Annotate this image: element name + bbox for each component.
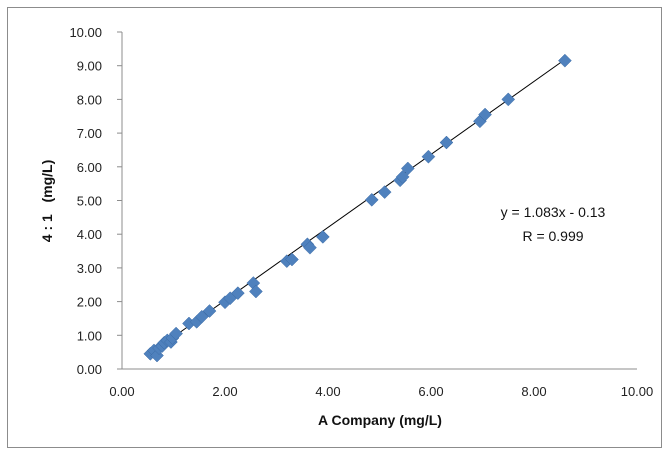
data-point xyxy=(421,149,436,164)
y-tick-label: 5.00 xyxy=(77,194,102,209)
y-tick-label: 6.00 xyxy=(77,160,102,175)
x-tick-label: 10.00 xyxy=(621,384,654,399)
x-ticks: 0.00 2.00 4.00 6.00 8.00 10.00 xyxy=(109,384,653,399)
axes: 0.00 2.00 4.00 6.00 8.00 10.00 0.00 1.00 2.00 3.… xyxy=(69,25,653,399)
data-point xyxy=(169,326,183,341)
y-tick-label: 2.00 xyxy=(77,295,102,310)
data-point xyxy=(231,286,245,301)
y-tick-label: 8.00 xyxy=(77,92,102,107)
y-axis-title: 4 : 1 (mg/L) xyxy=(39,160,55,242)
x-tick-label: 8.00 xyxy=(521,384,546,399)
data-point xyxy=(400,161,415,176)
x-tick-label: 4.00 xyxy=(315,384,340,399)
y-tick-label: 7.00 xyxy=(77,126,102,141)
y-tick-label: 1.00 xyxy=(77,328,102,343)
y-tick-label: 10.00 xyxy=(69,25,102,40)
y-tick-label: 3.00 xyxy=(77,261,102,276)
data-point xyxy=(194,309,209,324)
x-tick-label: 6.00 xyxy=(418,384,443,399)
trendline-r-value: R = 0.999 xyxy=(522,228,583,244)
data-point xyxy=(315,230,330,244)
data-point xyxy=(501,92,516,107)
trendline-equation: y = 1.083x - 0.13 xyxy=(501,204,606,220)
y-tick-label: 0.00 xyxy=(77,362,102,377)
x-axis-title: A Company (mg/L) xyxy=(318,412,442,428)
x-tick-label: 2.00 xyxy=(212,384,237,399)
data-point xyxy=(377,185,392,199)
data-points xyxy=(143,53,572,363)
data-point xyxy=(364,192,379,207)
data-point xyxy=(249,284,263,299)
data-point xyxy=(202,304,217,318)
data-point xyxy=(478,107,492,122)
y-tick-label: 4.00 xyxy=(77,227,102,242)
data-point xyxy=(439,135,454,150)
x-tick-label: 0.00 xyxy=(109,384,134,399)
data-point xyxy=(558,53,572,68)
data-point xyxy=(303,240,317,255)
data-point xyxy=(285,252,299,267)
y-ticks: 0.00 1.00 2.00 3.00 4.00 5.00 6.00 7.00 8.00 9.00… xyxy=(69,25,122,377)
y-tick-label: 9.00 xyxy=(77,59,102,74)
chart-frame xyxy=(7,7,662,448)
data-point xyxy=(395,170,410,184)
